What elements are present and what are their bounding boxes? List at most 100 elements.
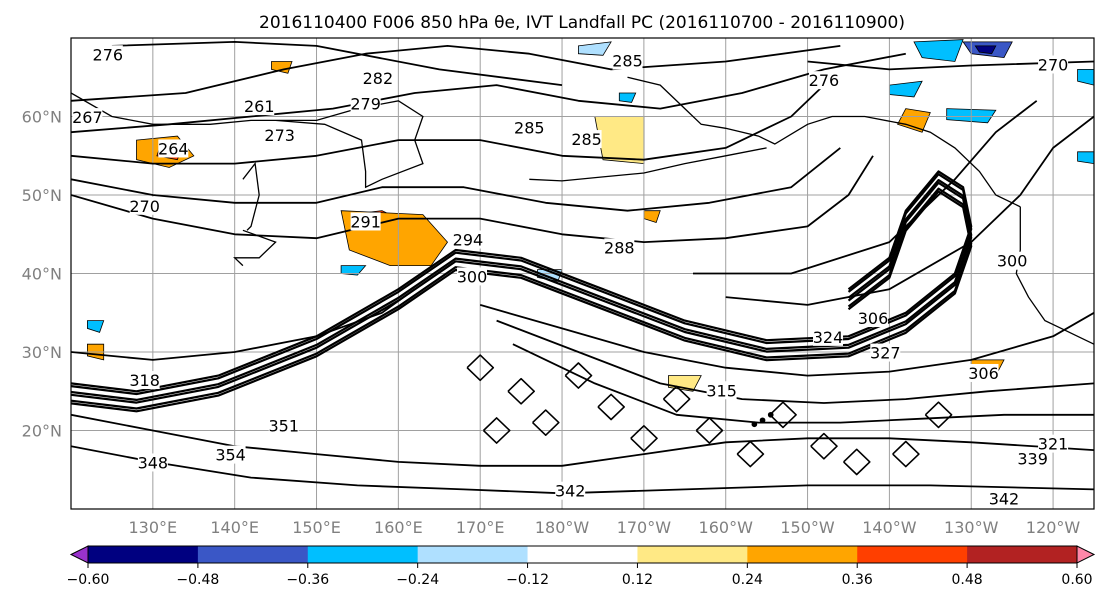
colorbar-tick-label: 0.24 [732,572,763,588]
contour-label-bg [137,453,168,472]
contour-label-bg [997,251,1028,270]
x-tick-label: 140°E [210,518,259,537]
contour-label-bg [457,267,488,286]
contour-label-bg [72,108,103,127]
contour-label-bg [158,139,189,158]
theta-e-contour [496,319,1094,404]
contour-label-bg [1038,55,1069,74]
contour-label-bg [813,327,844,346]
x-tick-label: 160°E [374,518,423,537]
island [759,417,766,424]
coastline [71,92,424,189]
theta-e-contour [892,440,920,468]
contour-label-bg [362,68,393,87]
island [751,421,758,428]
contour-label-bg [858,309,889,328]
x-tick-label: 120°W [1026,518,1081,537]
theta-e-contour [71,179,973,401]
theta-e-contour [843,448,871,476]
theta-e-contour [597,393,625,421]
contour-label: 270 [1038,55,1069,74]
contour-label: 327 [870,344,901,363]
contour-label-bg [968,363,999,382]
y-axis-ticks: 20°N 30°N 40°N 50°N 60°N [22,108,62,441]
x-tick-label: 140°W [862,518,917,537]
pc-patch [87,320,105,333]
coastline [529,147,767,182]
coastline [627,76,1021,208]
theta-e-contours [71,41,1094,495]
colorbar-tick-label: 0.36 [842,572,873,588]
contour-label: 318 [129,371,160,390]
contour-label-bg [604,238,635,257]
colorbar-extend-high [1076,545,1096,564]
x-tick-label: 150°W [780,518,835,537]
colorbar-tick-label: 0.60 [1061,572,1092,588]
pc-patch [1077,69,1094,86]
contour-label-bg [571,130,602,149]
x-tick-label: 130°E [129,518,178,537]
colorbar-segment [527,546,638,563]
theta-e-contour [466,354,495,382]
pc-patch [913,39,964,62]
theta-e-contour [71,288,416,361]
theta-e-contour [71,84,825,165]
contour-label-bg [555,481,586,500]
theta-e-contour [71,173,973,396]
theta-e-contour [736,440,765,468]
coastlines [71,76,1094,428]
colorbar: −0.60 −0.48 −0.36 −0.24 −0.12 0.12 0.24 0.36 0.4… [67,545,1096,588]
contour-label: 351 [269,417,300,436]
contour-label: 285 [514,118,545,137]
colorbar-tick-label: −0.60 [67,572,110,588]
contour-label-bg [988,489,1019,508]
theta-e-contour [532,409,560,436]
contour-label: 324 [813,328,844,347]
y-tick-label: 30°N [22,343,62,362]
x-axis-ticks: 130°E 140°E 150°E 160°E 170°E 180°W 170°W 160°W… [129,518,1081,537]
map-panel: 276 276 270 285 285 285 282 279 261 267 264 273 270 2… [70,37,1095,510]
contour-label: 342 [989,490,1020,509]
colorbar-segment [307,546,419,563]
x-tick-label: 130°W [944,518,999,537]
contour-label-bg [215,445,246,464]
contour-label: 261 [244,97,275,116]
theta-e-contour [71,155,874,243]
contour-labels: 276 276 270 285 285 285 282 279 261 267 264 273 270 2… [72,45,1069,509]
coastline [233,229,277,267]
theta-e-contour [769,401,797,429]
theta-e-contour [71,187,973,410]
theta-e-contour [693,100,1038,275]
theta-e-contour [71,147,841,212]
island [767,411,774,418]
theta-e-contour [807,60,1094,71]
y-tick-label: 40°N [22,265,62,284]
theta-e-contour [479,304,1094,377]
contour-label: 288 [604,238,635,257]
graticule [71,38,1094,509]
theta-e-contour [482,417,511,444]
contour-label: 306 [968,364,999,383]
contour-label-bg [264,126,295,145]
colorbar-tick-label: −0.36 [286,572,329,588]
contour-label-bg [350,94,381,113]
contour-label: 342 [555,482,586,501]
theta-e-contour [512,343,1094,424]
pc-patch [974,45,997,55]
contour-label: 294 [453,231,484,250]
coastline [242,161,260,231]
colorbar-tick-label: −0.24 [396,572,439,588]
pc-patch [897,108,931,133]
contour-label: 300 [457,267,488,286]
contour-label: 300 [997,252,1028,271]
theta-e-contour [71,181,973,404]
theta-e-contour [662,385,691,413]
contour-label: 291 [350,212,381,231]
pc-patch [340,265,367,276]
contour-label-bg [870,343,901,362]
contour-label-bg [452,230,483,249]
x-tick-label: 170°E [456,518,505,537]
contour-label: 276 [809,71,840,90]
contour-label: 270 [129,197,160,216]
